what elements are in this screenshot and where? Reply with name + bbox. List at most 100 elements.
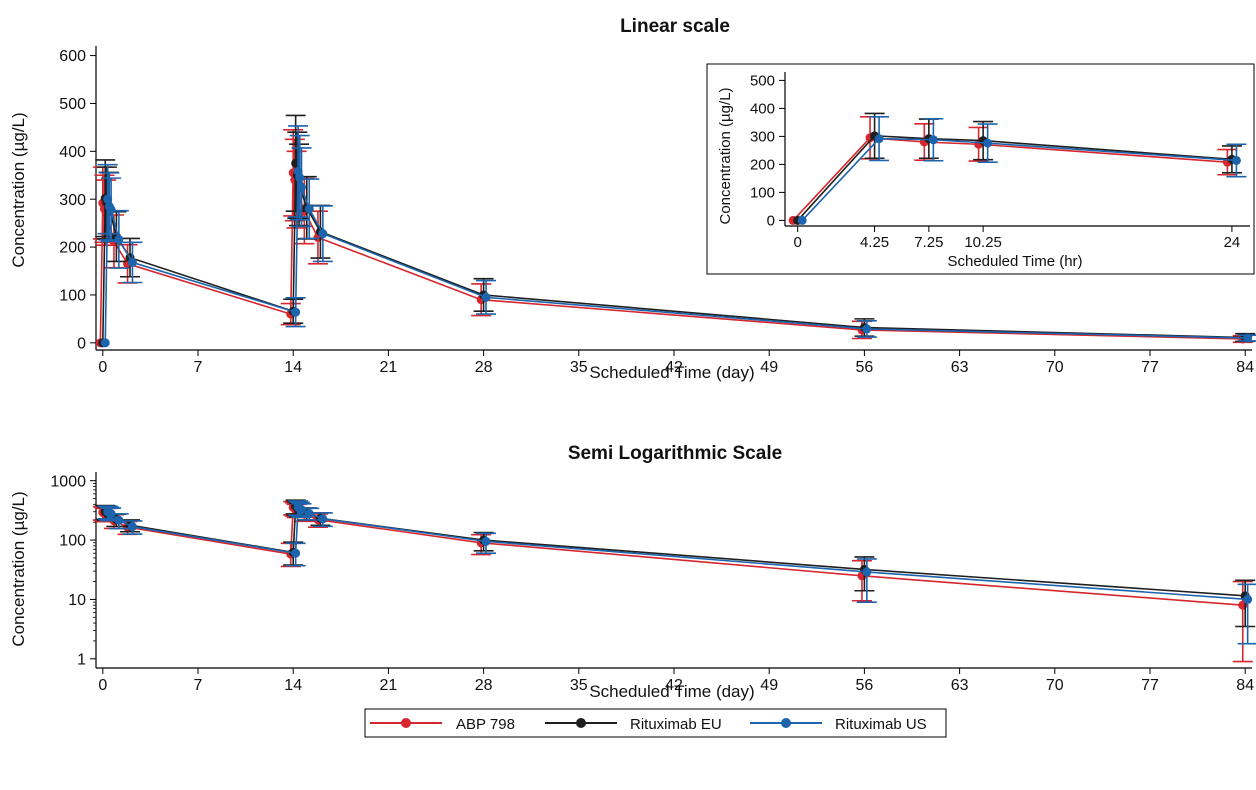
linear-scale-chart: Linear scale Concentration (µg/L) Schedu… (9, 16, 1256, 382)
x-tick-label: 0 (98, 359, 107, 376)
linear-x-axis-label: Scheduled Time (day) (589, 363, 754, 382)
log-x-axis-label: Scheduled Time (day) (589, 682, 754, 701)
y-tick-label: 200 (750, 157, 775, 174)
y-tick-label: 500 (750, 73, 775, 90)
legend-item-rituximab-eu: Rituximab EU (545, 716, 722, 733)
data-point (127, 522, 137, 532)
legend-item-abp-798: ABP 798 (370, 716, 515, 733)
x-tick-label: 70 (1046, 677, 1064, 694)
x-tick-label: 21 (380, 359, 398, 376)
data-point (291, 307, 301, 317)
data-point (304, 509, 314, 519)
legend-label-rituximab-eu: Rituximab EU (630, 716, 722, 733)
data-point (291, 548, 301, 558)
data-point (295, 173, 305, 183)
inset-plot-area: 0 100 200 300 400 500 0 4.25 7.25 10.25 24 (750, 72, 1250, 251)
x-tick-label: 7.25 (914, 234, 943, 251)
x-tick-label: 56 (856, 677, 874, 694)
legend-swatch-marker (781, 718, 791, 728)
log-chart-title: Semi Logarithmic Scale (568, 443, 782, 464)
x-tick-label: 63 (951, 359, 969, 376)
x-tick-label: 49 (760, 677, 778, 694)
x-tick-label: 21 (380, 677, 398, 694)
y-tick-label: 100 (750, 185, 775, 202)
data-point (862, 324, 872, 334)
semi-log-chart: Semi Logarithmic Scale Concentration (µg… (9, 443, 1256, 701)
data-point (481, 292, 491, 302)
x-tick-label: 7 (194, 677, 203, 694)
data-point (127, 257, 137, 267)
x-tick-label: 28 (475, 677, 493, 694)
legend-swatch-marker (576, 718, 586, 728)
x-tick-label: 35 (570, 359, 588, 376)
data-point (114, 234, 124, 244)
series-line (107, 505, 1248, 601)
data-point (1243, 594, 1253, 604)
x-tick-label: 0 (98, 677, 107, 694)
legend-swatch-marker (401, 718, 411, 728)
y-tick-label: 1 (77, 651, 86, 668)
log-y-axis-label: Concentration (µg/L) (9, 491, 28, 646)
x-tick-label: 35 (570, 677, 588, 694)
y-tick-label: 400 (59, 144, 86, 161)
legend-box (364, 708, 947, 738)
y-tick-label: 200 (59, 240, 86, 257)
x-tick-label: 14 (284, 677, 302, 694)
linear-chart-title: Linear scale (620, 16, 730, 37)
x-tick-label: 77 (1141, 677, 1159, 694)
linear-plot-area: 0 100 200 300 400 500 600 0 7 14 21 28 35 42 49 56 63 70 7… (59, 46, 1256, 376)
x-tick-label: 49 (760, 359, 778, 376)
legend-label-abp-798: ABP 798 (456, 716, 515, 733)
y-tick-label: 0 (767, 213, 775, 230)
inset-chart: Concentration (µg/L) Scheduled Time (hr)… (706, 63, 1255, 275)
legend: ABP 798 Rituximab EU Rituximab US (364, 708, 947, 738)
x-tick-label: 0 (793, 234, 801, 251)
x-tick-label: 77 (1141, 359, 1159, 376)
y-tick-label: 100 (59, 288, 86, 305)
inset-x-axis-label: Scheduled Time (hr) (947, 253, 1082, 270)
data-point (983, 138, 993, 148)
data-point (114, 515, 124, 525)
x-tick-label: 7 (194, 359, 203, 376)
data-point (874, 134, 884, 144)
data-point (481, 536, 491, 546)
data-point (296, 182, 306, 192)
data-point (1243, 333, 1253, 343)
data-point (318, 514, 328, 524)
y-tick-label: 500 (59, 96, 86, 113)
x-tick-label: 84 (1236, 359, 1254, 376)
data-point (862, 567, 872, 577)
legend-item-rituximab-us: Rituximab US (750, 716, 927, 733)
x-tick-label: 14 (284, 359, 302, 376)
x-tick-label: 56 (856, 359, 874, 376)
inset-y-axis-label: Concentration (µg/L) (717, 87, 734, 224)
legend-label-rituximab-us: Rituximab US (835, 716, 927, 733)
data-point (106, 205, 116, 215)
x-tick-label: 4.25 (860, 234, 889, 251)
x-tick-label: 84 (1236, 677, 1254, 694)
y-tick-label: 300 (59, 192, 86, 209)
data-point (928, 135, 938, 145)
x-tick-label: 70 (1046, 359, 1064, 376)
data-point (318, 229, 328, 239)
y-tick-label: 600 (59, 48, 86, 65)
x-tick-label: 63 (951, 677, 969, 694)
linear-y-axis-label: Concentration (µg/L) (9, 112, 28, 267)
x-tick-label: 10.25 (964, 234, 1002, 251)
log-plot-area: 1 10 100 1000 0 7 14 21 28 35 42 49 56 63 70 77 84 (50, 472, 1256, 694)
x-tick-label: 24 (1224, 234, 1241, 251)
y-tick-label: 400 (750, 101, 775, 118)
x-tick-label: 42 (665, 359, 683, 376)
y-tick-label: 10 (68, 592, 86, 609)
data-point (100, 338, 110, 348)
data-point (296, 505, 306, 515)
y-tick-label: 100 (59, 533, 86, 550)
y-tick-label: 1000 (50, 473, 86, 490)
y-tick-label: 0 (77, 335, 86, 352)
data-point (797, 215, 807, 225)
x-tick-label: 28 (475, 359, 493, 376)
data-point (1231, 155, 1241, 165)
inset-frame (706, 63, 1255, 275)
x-tick-label: 42 (665, 677, 683, 694)
